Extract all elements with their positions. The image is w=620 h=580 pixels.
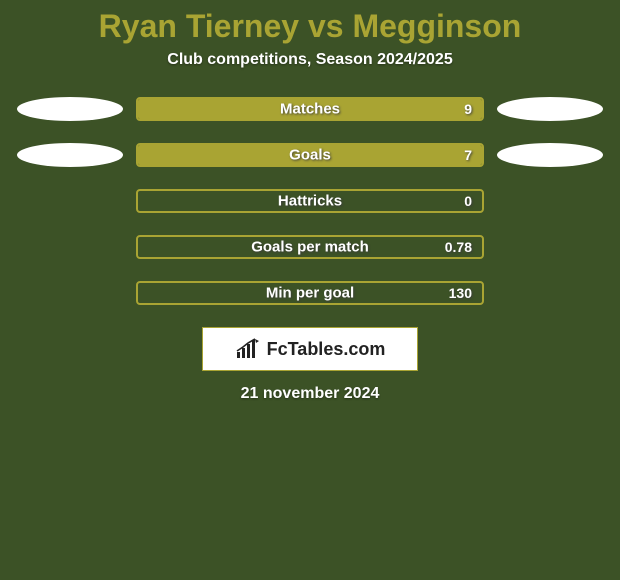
stat-value: 130 bbox=[449, 285, 472, 301]
stat-row: Matches 9 bbox=[10, 97, 610, 121]
stat-label: Min per goal bbox=[266, 285, 354, 302]
stat-bar: Hattricks 0 bbox=[136, 189, 484, 213]
stat-bar: Goals 7 bbox=[136, 143, 484, 167]
comparison-widget: Ryan Tierney vs Megginson Club competiti… bbox=[0, 0, 620, 580]
right-slot bbox=[490, 235, 610, 259]
player2-marker bbox=[497, 143, 603, 167]
stat-label: Matches bbox=[280, 101, 340, 118]
vs-label: vs bbox=[308, 8, 344, 44]
stat-label: Goals per match bbox=[251, 239, 369, 256]
stat-row: Hattricks 0 bbox=[10, 189, 610, 213]
stat-bar: Min per goal 130 bbox=[136, 281, 484, 305]
stat-value: 0 bbox=[464, 193, 472, 209]
date-label: 21 november 2024 bbox=[0, 385, 620, 403]
left-slot bbox=[10, 143, 130, 167]
stat-label: Goals bbox=[289, 147, 331, 164]
player1-marker bbox=[17, 143, 123, 167]
stat-label: Hattricks bbox=[278, 193, 342, 210]
right-slot bbox=[490, 97, 610, 121]
left-slot bbox=[10, 97, 130, 121]
page-title: Ryan Tierney vs Megginson bbox=[0, 0, 620, 51]
right-slot bbox=[490, 281, 610, 305]
subtitle: Club competitions, Season 2024/2025 bbox=[0, 51, 620, 69]
stat-value: 0.78 bbox=[445, 239, 472, 255]
right-slot bbox=[490, 143, 610, 167]
stats-rows: Matches 9 Goals 7 Hattricks 0 Goals per match 0… bbox=[0, 97, 620, 305]
left-slot bbox=[10, 235, 130, 259]
stat-row: Min per goal 130 bbox=[10, 281, 610, 305]
attribution-logo[interactable]: FcTables.com bbox=[202, 327, 418, 371]
stat-row: Goals 7 bbox=[10, 143, 610, 167]
right-slot bbox=[490, 189, 610, 213]
stat-value: 9 bbox=[464, 101, 472, 117]
stat-row: Goals per match 0.78 bbox=[10, 235, 610, 259]
player1-name: Ryan Tierney bbox=[99, 8, 299, 44]
left-slot bbox=[10, 281, 130, 305]
stat-bar: Matches 9 bbox=[136, 97, 484, 121]
player1-marker bbox=[17, 97, 123, 121]
player2-name: Megginson bbox=[352, 8, 521, 44]
attribution-text: FcTables.com bbox=[267, 339, 386, 360]
stat-value: 7 bbox=[464, 147, 472, 163]
chart-icon bbox=[235, 338, 261, 360]
stat-bar: Goals per match 0.78 bbox=[136, 235, 484, 259]
left-slot bbox=[10, 189, 130, 213]
player2-marker bbox=[497, 97, 603, 121]
